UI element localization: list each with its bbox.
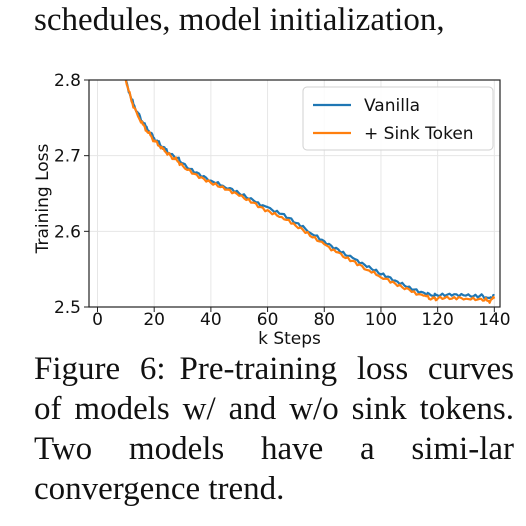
legend: Vanilla + Sink Token	[302, 86, 494, 151]
y-tick-label: 2.6	[54, 222, 81, 242]
legend-box	[302, 86, 494, 151]
x-tick-label: 0	[92, 310, 103, 330]
caption-label: Figure 6:	[34, 351, 166, 387]
axes	[84, 79, 501, 312]
legend-label: + Sink Token	[364, 124, 474, 144]
x-tick-label: 140	[478, 310, 510, 330]
x-tick-label: 40	[200, 310, 222, 330]
legend-label: Vanilla	[364, 96, 420, 116]
top-text-line: schedules, model initialization,	[34, 2, 445, 38]
series-lines	[124, 79, 496, 304]
plot-frame	[88, 79, 501, 308]
x-tick-label: 60	[257, 310, 279, 330]
y-tick-label: 2.8	[54, 71, 81, 91]
y-tick-label: 2.5	[54, 298, 81, 318]
series-line-sink-token	[124, 79, 496, 304]
x-axis-label: k Steps	[258, 329, 321, 349]
x-tick-label: 20	[143, 310, 165, 330]
tick-labels: 0 20 40 60 80 100 120 140 2.5 2.6 2.7 2.8	[54, 71, 511, 330]
x-tick-label: 80	[313, 310, 335, 330]
y-axis-label: Training Loss	[33, 143, 53, 254]
x-tick-label: 120	[421, 310, 453, 330]
y-tick-label: 2.7	[54, 147, 81, 167]
x-tick-label: 100	[365, 310, 397, 330]
figure-caption: Figure 6: Pre-training loss curves of mod…	[34, 349, 514, 509]
caption-text: Pre-training loss curves of models w/ an…	[34, 351, 514, 507]
loss-chart: 0 20 40 60 80 100 120 140 2.5 2.6 2.7 2.8 k Steps T…	[33, 71, 511, 349]
